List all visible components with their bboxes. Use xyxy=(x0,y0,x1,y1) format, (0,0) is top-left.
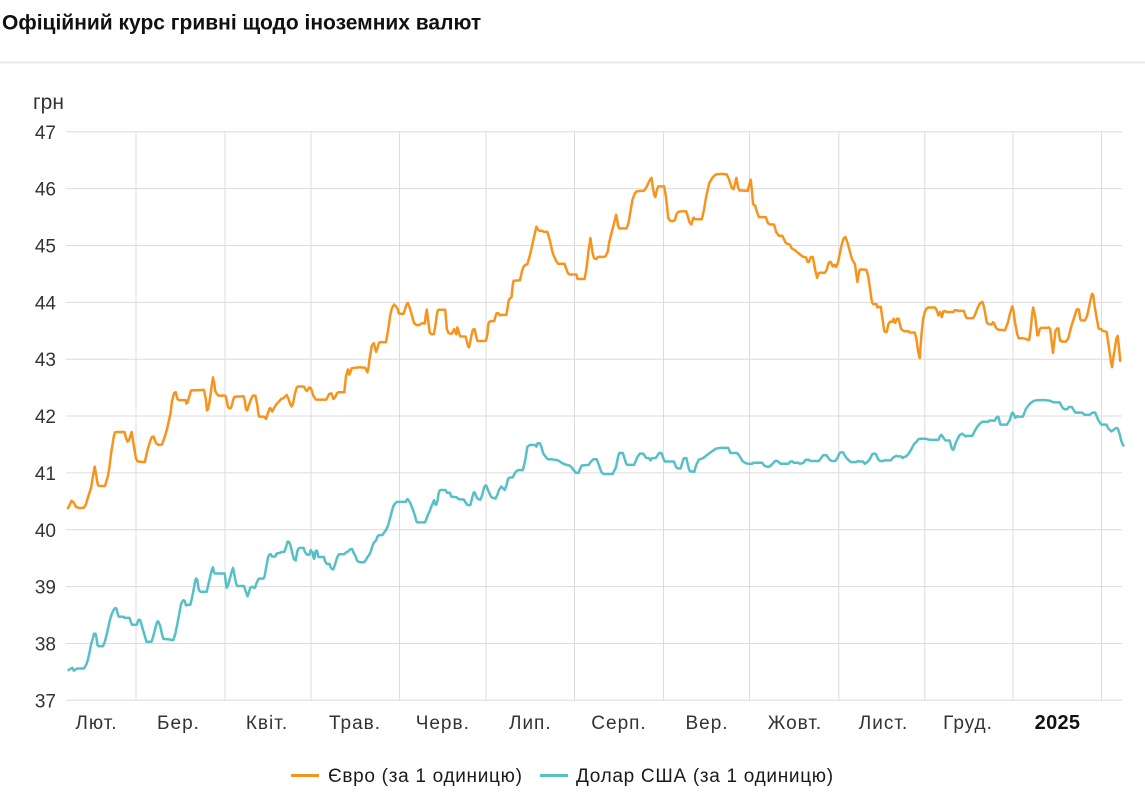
svg-text:45: 45 xyxy=(35,237,56,258)
svg-text:Черв.: Черв. xyxy=(416,713,470,734)
svg-text:37: 37 xyxy=(35,691,56,712)
svg-text:Вер.: Вер. xyxy=(685,713,728,734)
svg-text:2025: 2025 xyxy=(1035,712,1081,734)
svg-text:39: 39 xyxy=(35,578,56,599)
svg-text:Квіт.: Квіт. xyxy=(246,713,288,734)
svg-text:Лист.: Лист. xyxy=(859,713,908,734)
svg-text:Серп.: Серп. xyxy=(591,713,646,734)
svg-text:Офіційний курс гривні щодо іно: Офіційний курс гривні щодо іноземних вал… xyxy=(2,12,481,35)
svg-text:47: 47 xyxy=(35,123,56,144)
svg-text:Лип.: Лип. xyxy=(509,713,552,734)
svg-text:41: 41 xyxy=(35,464,56,485)
svg-text:Груд.: Груд. xyxy=(943,713,993,734)
svg-text:Лют.: Лют. xyxy=(75,713,117,734)
svg-text:40: 40 xyxy=(35,521,56,542)
svg-text:43: 43 xyxy=(35,350,56,371)
svg-text:38: 38 xyxy=(35,635,56,656)
svg-text:46: 46 xyxy=(35,180,56,201)
svg-text:Трав.: Трав. xyxy=(329,713,381,734)
svg-text:44: 44 xyxy=(35,293,57,314)
svg-text:Долар США (за 1 одиницю): Долар США (за 1 одиницю) xyxy=(576,766,834,787)
svg-text:Бер.: Бер. xyxy=(157,713,200,734)
svg-text:42: 42 xyxy=(35,407,56,428)
svg-text:Жовт.: Жовт. xyxy=(768,713,822,734)
svg-text:Євро (за 1 одиницю): Євро (за 1 одиницю) xyxy=(328,766,523,787)
svg-text:грн: грн xyxy=(33,91,64,114)
